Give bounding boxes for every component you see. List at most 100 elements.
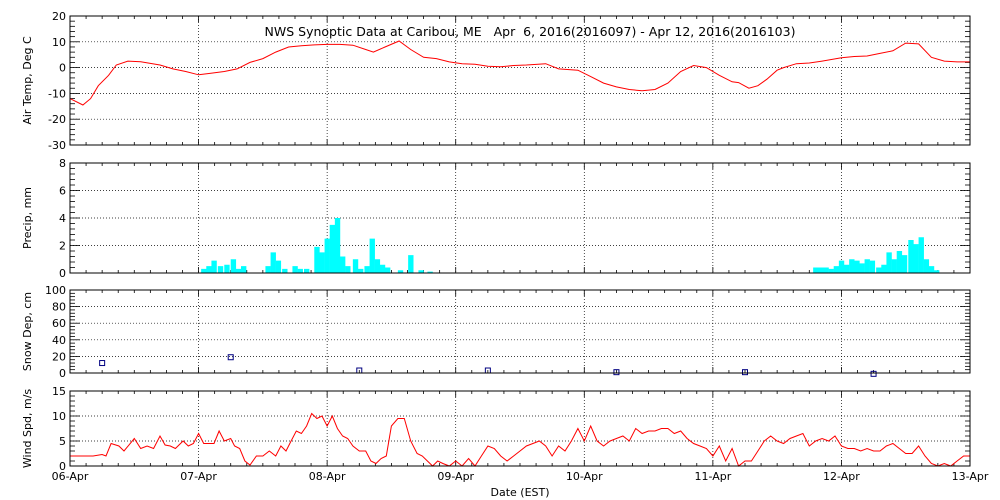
y-tick-label: 100 [45,284,66,297]
precip-bar [319,252,325,273]
precip-bar [241,266,247,273]
precip-bar [397,270,404,273]
precip-bar [282,268,288,273]
precip-bar [813,267,819,273]
snow-depth-marker [742,369,748,376]
precip-bar [886,252,892,273]
y-tick-label: 80 [52,301,66,314]
precip-bar [928,266,935,273]
precip-bar [292,266,298,273]
precip-bar [379,264,386,273]
precip-bar [418,270,424,273]
x-tick-label: 09-Apr [437,470,474,483]
precip-bar [224,264,230,273]
precip-bar [876,267,882,273]
panel-frame [69,390,971,467]
y-axis-label-precip: Precip, mm [21,187,34,249]
y-axis-label-snow_depth: Snow Dep, cm [21,292,34,371]
y-tick-label: 5 [59,435,66,448]
precip-bar [934,270,940,273]
y-tick-label: 20 [52,10,66,23]
panel-frame [69,162,971,274]
precip-bar [918,237,924,273]
precip-bar [275,260,282,273]
precip-bar [217,266,224,273]
precip-bar [923,259,930,273]
y-tick-label: 20 [52,350,66,363]
y-tick-label: 4 [59,212,66,225]
precip-bar [859,263,865,273]
precip-bar [427,271,433,273]
snow-depth-marker [227,354,234,361]
chart-title: NWS Synoptic Data at Caribou, ME Apr 6, … [265,24,796,39]
precip-bar [265,266,271,273]
x-tick-label: 10-Apr [566,470,603,483]
precip-bar [345,266,351,273]
y-tick-label: 15 [52,385,66,398]
precip-bar [352,259,359,273]
precip-bar [844,264,850,273]
precip-bar [833,266,840,273]
panel-wind_speed: 0 5 10 15 Wind Spd, m/s [21,385,971,473]
precip-bar [913,244,919,273]
precip-bar [230,259,237,273]
series-line-wind_speed [70,412,970,467]
y-tick-label: 60 [52,317,66,330]
y-tick-label: 0 [59,460,66,473]
panel-snow_depth: 0 20 40 60 80 100 Snow Dep, cm [21,284,971,380]
precip-bar [358,268,364,273]
precip-bar [823,267,829,273]
precip-bar [211,260,217,273]
x-tick-label: 11-Apr [694,470,731,483]
precip-bar [408,255,414,273]
precip-bar [838,260,845,273]
precip-bar [374,259,381,273]
y-axis-label-wind_speed: Wind Spd, m/s [21,389,34,469]
precip-bar [329,224,336,273]
panel-air_temp: -30 -20 -10 0 10 20 Air Temp, Deg C [21,10,971,152]
y-tick-label: -30 [48,139,66,152]
y-tick-label: 6 [59,185,66,198]
y-tick-label: 0 [59,267,66,280]
series-line-air_temp [69,40,970,106]
panels-group: -30 -20 -10 0 10 20 Air Temp, Deg C 0 2 4 6 8 Precip… [21,10,971,473]
precip-bar [385,267,391,273]
precip-bar [818,267,824,273]
precip-bar [364,266,370,273]
y-tick-label: -20 [48,113,66,126]
precip-bar [901,255,908,273]
precip-bar [849,259,855,273]
snow-depth-marker [613,369,620,376]
snow-depth-marker [99,360,106,367]
y-tick-label: 8 [59,157,66,170]
precip-bar [340,256,346,273]
y-tick-label: 10 [52,410,66,423]
precip-bar [881,264,887,273]
precip-bar [314,246,320,273]
precip-bar [201,268,207,273]
precip-bar [869,260,876,273]
y-tick-label: 40 [52,334,66,347]
precip-bar [896,251,903,273]
y-tick-label: 10 [52,36,66,49]
precip-bar [235,268,242,273]
precip-bar [334,218,341,273]
precip-bar [297,268,303,273]
y-tick-label: 0 [59,367,66,380]
x-tick-label: 06-Apr [52,470,89,483]
precip-bar [206,266,212,273]
precip-bar [854,260,860,273]
panel-frame [69,15,971,146]
x-tick-label: 12-Apr [823,470,860,483]
precip-bar [369,238,375,273]
x-tick-label: 08-Apr [309,470,346,483]
precip-bar [304,268,310,273]
panel-frame [69,289,971,374]
precip-bar [828,268,834,273]
precip-bar [864,259,870,273]
precip-bar [324,238,330,273]
y-tick-label: -10 [48,87,66,100]
y-tick-label: 0 [59,62,66,75]
precip-bar [908,240,914,273]
